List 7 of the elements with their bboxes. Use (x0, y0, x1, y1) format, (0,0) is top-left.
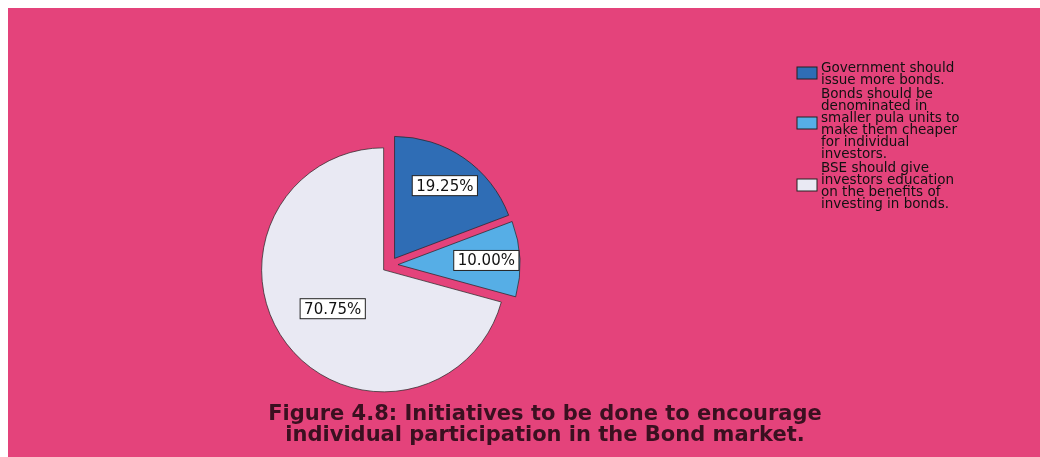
legend-label: Bonds should be denominated in smaller pula units to make them cheaper for individual investors. (821, 85, 960, 161)
data-label: 19.25% (416, 176, 474, 195)
legend-label: BSE should give investors education on the benefits of investing in bonds. (821, 159, 955, 211)
data-label: 10.00% (457, 251, 515, 270)
text: Figure 4.8: Initiatives to be done to encourage individual participation in the Bond market. (268, 401, 822, 446)
data-label: 70.75% (304, 299, 362, 318)
legend-label: Government should issue more bonds. (821, 59, 955, 87)
